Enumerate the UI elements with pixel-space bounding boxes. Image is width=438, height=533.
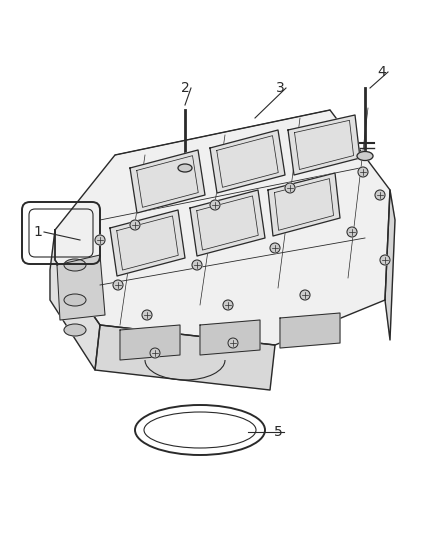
Ellipse shape — [357, 151, 373, 160]
Circle shape — [223, 300, 233, 310]
Ellipse shape — [64, 294, 86, 306]
Text: 3: 3 — [276, 81, 284, 95]
Polygon shape — [210, 130, 285, 193]
Polygon shape — [50, 230, 100, 370]
Circle shape — [130, 220, 140, 230]
Ellipse shape — [64, 259, 86, 271]
Ellipse shape — [64, 324, 86, 336]
Text: 2: 2 — [180, 81, 189, 95]
Polygon shape — [385, 190, 395, 340]
Polygon shape — [268, 173, 340, 236]
Circle shape — [270, 243, 280, 253]
Polygon shape — [200, 320, 260, 355]
Circle shape — [358, 167, 368, 177]
Polygon shape — [95, 325, 275, 390]
Circle shape — [228, 338, 238, 348]
Circle shape — [347, 227, 357, 237]
Polygon shape — [130, 150, 205, 213]
Text: 4: 4 — [378, 65, 386, 79]
Text: 1: 1 — [34, 225, 42, 239]
Polygon shape — [110, 210, 185, 276]
Text: 5: 5 — [274, 425, 283, 439]
Circle shape — [142, 310, 152, 320]
Polygon shape — [288, 115, 360, 175]
Circle shape — [285, 183, 295, 193]
Circle shape — [380, 255, 390, 265]
Polygon shape — [280, 313, 340, 348]
Circle shape — [210, 200, 220, 210]
Polygon shape — [120, 325, 180, 360]
Circle shape — [375, 190, 385, 200]
Polygon shape — [190, 190, 265, 256]
Circle shape — [192, 260, 202, 270]
Ellipse shape — [178, 164, 192, 172]
Circle shape — [95, 235, 105, 245]
Circle shape — [150, 348, 160, 358]
Polygon shape — [57, 255, 105, 320]
Circle shape — [300, 290, 310, 300]
Polygon shape — [55, 110, 390, 345]
Circle shape — [113, 280, 123, 290]
